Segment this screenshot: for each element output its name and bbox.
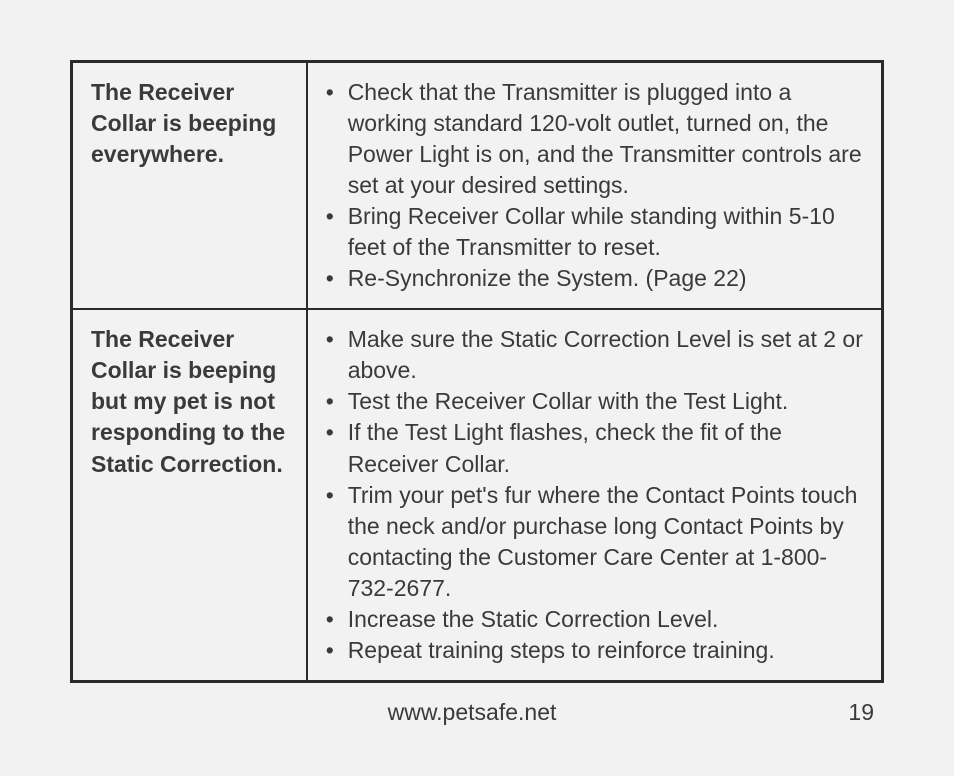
solution-item: Trim your pet's fur where the Contact Po… — [326, 480, 863, 604]
solution-item: Repeat training steps to reinforce train… — [326, 635, 863, 666]
solution-item: Increase the Static Correction Level. — [326, 604, 863, 635]
solution-text: If the Test Light flashes, check the fit… — [348, 419, 782, 476]
table-row: The Receiver Collar is beeping but my pe… — [72, 309, 883, 681]
problem-cell: The Receiver Collar is beeping everywher… — [72, 62, 307, 310]
footer-url: www.petsafe.net — [388, 699, 557, 726]
solution-item: Check that the Transmitter is plugged in… — [326, 77, 863, 201]
solution-text: Bring Receiver Collar while standing wit… — [348, 203, 835, 260]
problem-text: The Receiver Collar is beeping everywher… — [91, 79, 276, 167]
solution-text: Increase the Static Correction Level. — [348, 606, 719, 632]
table-row: The Receiver Collar is beeping everywher… — [72, 62, 883, 310]
solution-text: Test the Receiver Collar with the Test L… — [348, 388, 789, 414]
solution-item: Test the Receiver Collar with the Test L… — [326, 386, 863, 417]
solution-item: Bring Receiver Collar while standing wit… — [326, 201, 863, 263]
problem-cell: The Receiver Collar is beeping but my pe… — [72, 309, 307, 681]
solution-item: Make sure the Static Correction Level is… — [326, 324, 863, 386]
page-footer: www.petsafe.net 19 — [70, 699, 884, 736]
solution-item: Re-Synchronize the System. (Page 22) — [326, 263, 863, 294]
troubleshooting-table: The Receiver Collar is beeping everywher… — [70, 60, 884, 683]
solution-text: Check that the Transmitter is plugged in… — [348, 79, 862, 198]
solution-list: Make sure the Static Correction Level is… — [326, 324, 863, 666]
solution-item: If the Test Light flashes, check the fit… — [326, 417, 863, 479]
document-page: The Receiver Collar is beeping everywher… — [0, 0, 954, 776]
solution-list: Check that the Transmitter is plugged in… — [326, 77, 863, 294]
solution-cell: Make sure the Static Correction Level is… — [307, 309, 883, 681]
solution-text: Trim your pet's fur where the Contact Po… — [348, 482, 858, 601]
solution-cell: Check that the Transmitter is plugged in… — [307, 62, 883, 310]
footer-page-number: 19 — [848, 699, 874, 726]
solution-text: Make sure the Static Correction Level is… — [348, 326, 863, 383]
problem-text: The Receiver Collar is beeping but my pe… — [91, 326, 285, 476]
solution-text: Repeat training steps to reinforce train… — [348, 637, 775, 663]
solution-text: Re-Synchronize the System. (Page 22) — [348, 265, 747, 291]
